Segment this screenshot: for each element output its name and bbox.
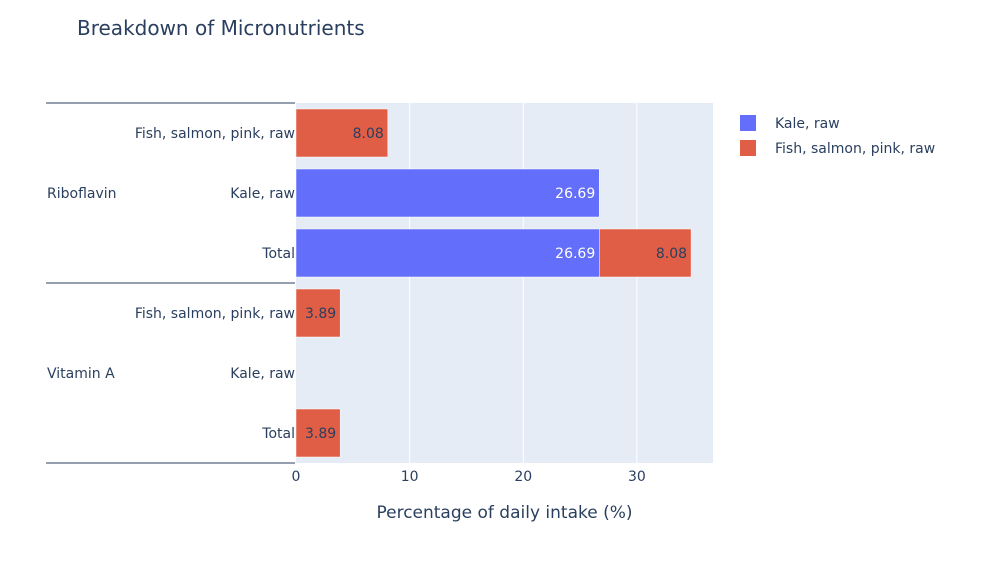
bar — [295, 228, 600, 278]
y-tick-label: Total — [261, 426, 295, 442]
legend-label: Fish, salmon, pink, raw — [775, 141, 935, 157]
bar — [295, 108, 389, 158]
bar-value-label: 8.08 — [353, 126, 384, 142]
bar-value-label: 3.89 — [305, 306, 336, 322]
bar — [295, 408, 341, 458]
legend-swatch — [740, 140, 756, 156]
bar-value-label: 26.69 — [555, 246, 595, 262]
y-tick-label: Kale, raw — [230, 366, 295, 382]
group-label: Riboflavin — [47, 186, 117, 202]
legend-swatch — [740, 115, 756, 131]
chart-title: Breakdown of Micronutrients — [77, 16, 365, 40]
x-tick-label: 30 — [628, 469, 646, 485]
x-axis-title: Percentage of daily intake (%) — [376, 503, 632, 523]
plot-area — [296, 103, 713, 463]
bar — [599, 228, 692, 278]
y-tick-label: Kale, raw — [230, 186, 295, 202]
x-tick-label: 0 — [292, 469, 301, 485]
bar-value-label: 8.08 — [656, 246, 687, 262]
x-tick-label: 20 — [514, 469, 532, 485]
bar — [295, 168, 600, 218]
bar-value-label: 26.69 — [555, 186, 595, 202]
y-tick-label: Fish, salmon, pink, raw — [135, 306, 295, 322]
bar-value-label: 3.89 — [305, 426, 336, 442]
legend-label: Kale, raw — [775, 116, 840, 132]
bar — [295, 288, 341, 338]
group-label: Vitamin A — [47, 366, 115, 382]
x-tick-label: 10 — [401, 469, 419, 485]
y-tick-label: Total — [261, 246, 295, 262]
y-tick-label: Fish, salmon, pink, raw — [135, 126, 295, 142]
